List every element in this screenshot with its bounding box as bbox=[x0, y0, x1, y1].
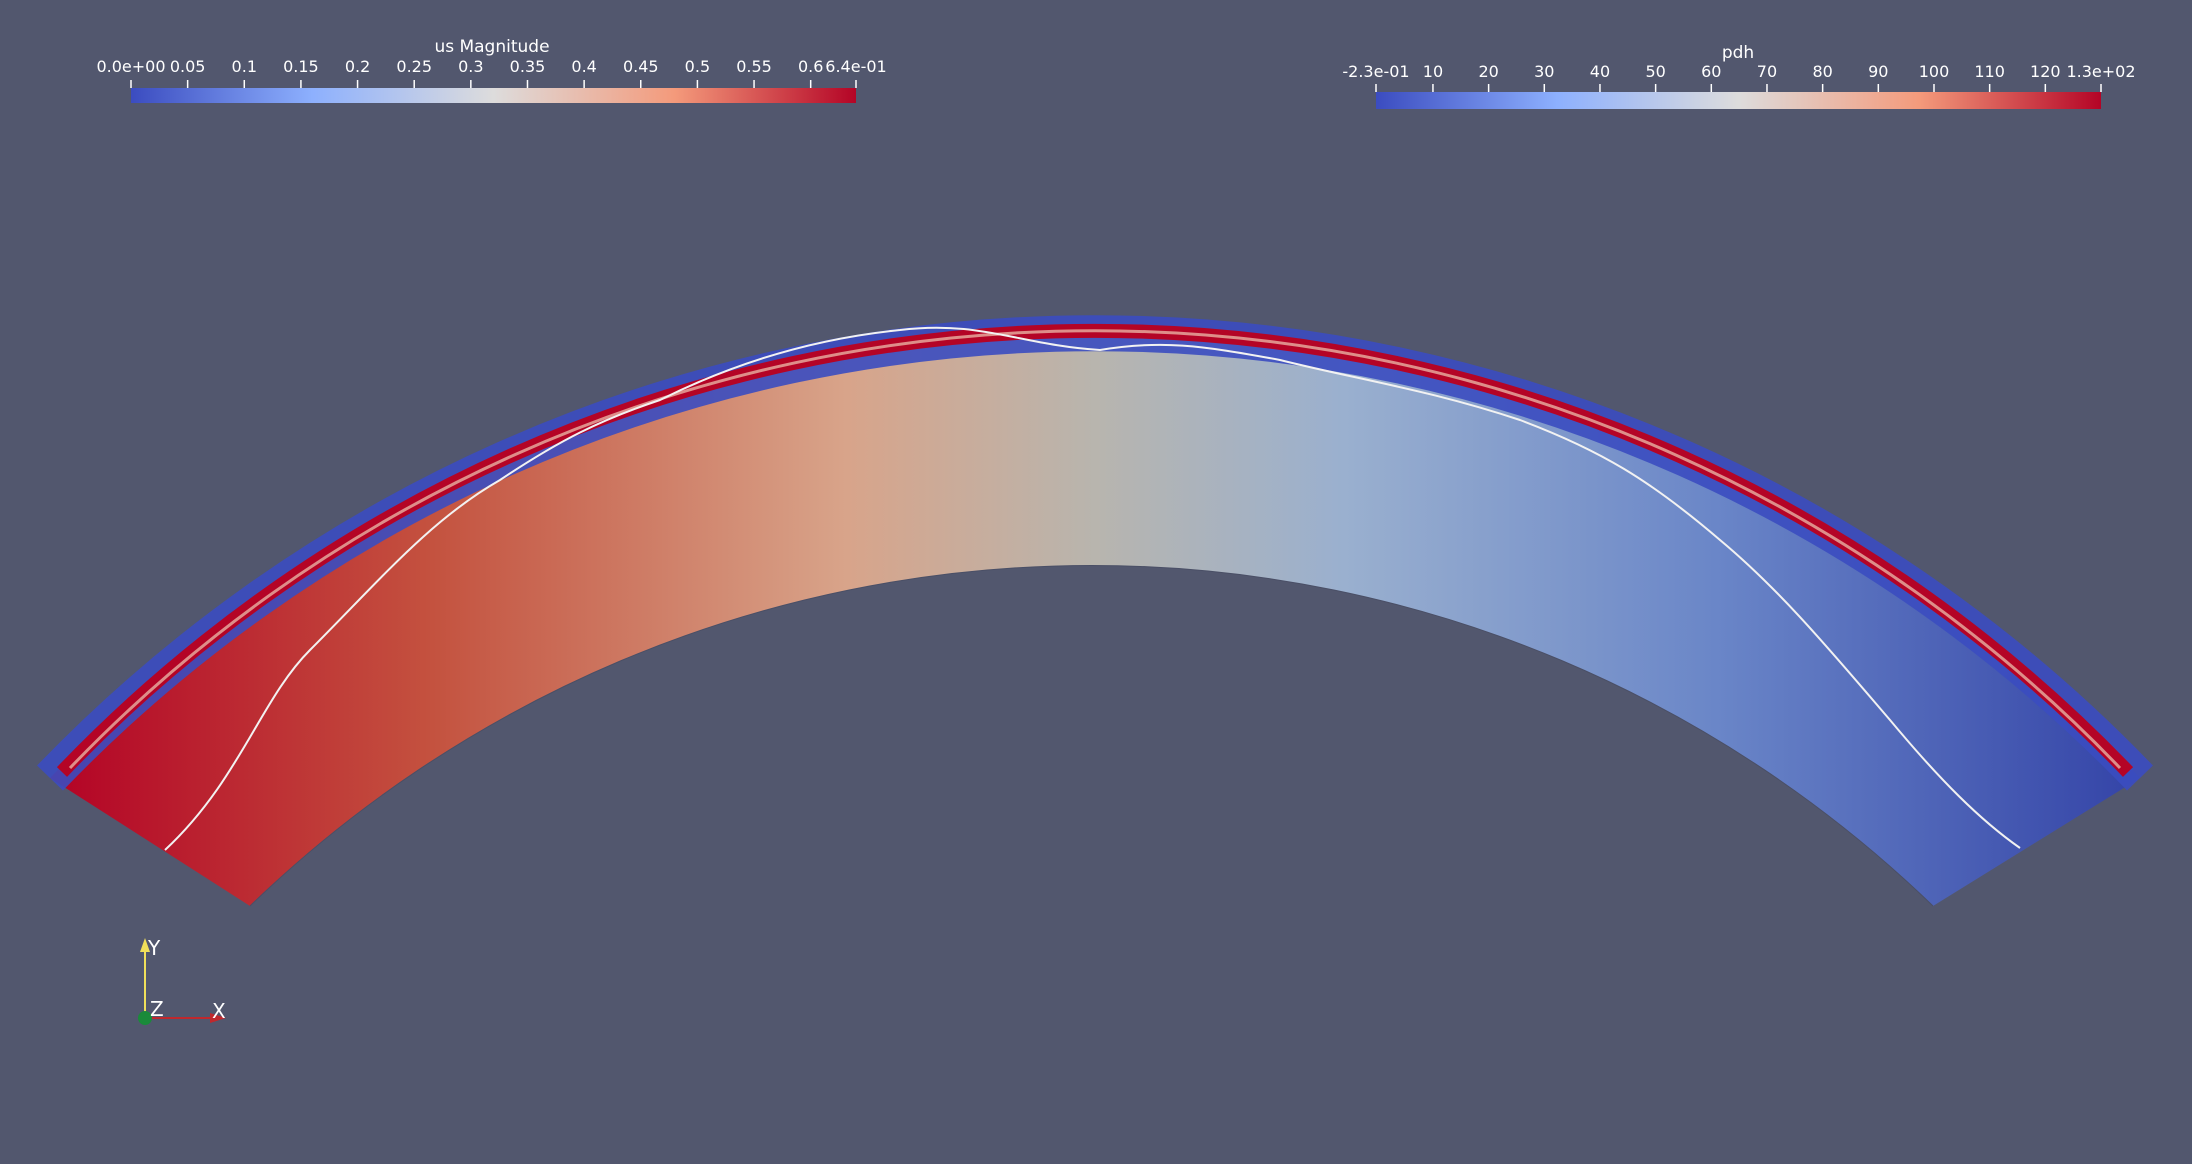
pdh-tick-label: 70 bbox=[1757, 62, 1777, 81]
x-axis-label: X bbox=[212, 999, 226, 1023]
pdh-tick-label: 120 bbox=[2030, 62, 2061, 81]
pdh-tick-label: 30 bbox=[1534, 62, 1554, 81]
us-tick-label: 0.5 bbox=[685, 57, 710, 76]
us-tick-label: 0.55 bbox=[736, 57, 772, 76]
pdh-tick-label: 20 bbox=[1478, 62, 1498, 81]
us-tick-label: 0.1 bbox=[232, 57, 257, 76]
y-axis-label: Y bbox=[147, 936, 161, 960]
pdh-tick-label: 80 bbox=[1812, 62, 1832, 81]
colorbar-pdh[interactable]: pdh -2.3e-01 10 20 30 40 50 60 70 80 90 100 110 120 1… bbox=[1342, 43, 2136, 109]
us-tick-label: 0.2 bbox=[345, 57, 370, 76]
annulus-sector bbox=[50, 333, 2140, 906]
pdh-tick-label: 100 bbox=[1919, 62, 1950, 81]
pdh-tick-label: -2.3e-01 bbox=[1342, 62, 1409, 81]
z-axis-label: Z bbox=[150, 997, 164, 1021]
colorbar-us-magnitude[interactable]: us Magnitude 0.0e+00 0.05 0.1 0.15 0.2 0.25 0.… bbox=[96, 37, 887, 103]
boundary-band-light bbox=[68, 329, 2122, 770]
annulus-field bbox=[50, 333, 2140, 907]
pdh-tick-label: 50 bbox=[1645, 62, 1665, 81]
us-tick-label: 0.45 bbox=[623, 57, 659, 76]
colorbar-pdh-title: pdh bbox=[1722, 43, 1754, 63]
y-axis-arrow bbox=[140, 938, 150, 952]
annulus-inner-edge bbox=[249, 565, 1934, 907]
colorbar-pdh-bar bbox=[1376, 92, 2101, 109]
colorbar-us-ticks: 0.0e+00 0.05 0.1 0.15 0.2 0.25 0.3 0.35 0.4 0.45 0… bbox=[96, 57, 887, 88]
us-tick-label: 0.15 bbox=[283, 57, 319, 76]
us-tick-label: 0.4 bbox=[571, 57, 596, 76]
colorbar-us-title: us Magnitude bbox=[434, 37, 549, 57]
us-tick-label: 0.35 bbox=[510, 57, 546, 76]
pdh-tick-label: 110 bbox=[1974, 62, 2005, 81]
boundary-layer bbox=[37, 315, 2153, 791]
us-tick-label: 0.25 bbox=[396, 57, 432, 76]
z-axis-dot bbox=[138, 1011, 152, 1025]
pdh-tick-label: 60 bbox=[1701, 62, 1721, 81]
pdh-tick-label: 10 bbox=[1423, 62, 1443, 81]
us-tick-label: 0.6 bbox=[798, 57, 823, 76]
axes-triad: Y X Z bbox=[138, 936, 226, 1025]
x-axis-arrow bbox=[210, 1013, 226, 1023]
contour-line bbox=[164, 326, 2021, 851]
colorbar-us-bar bbox=[131, 88, 856, 103]
pdh-tick-label: 90 bbox=[1868, 62, 1888, 81]
us-tick-label: 0.3 bbox=[458, 57, 483, 76]
us-tick-label: 6.4e-01 bbox=[825, 57, 886, 76]
pdh-tick-label: 40 bbox=[1590, 62, 1610, 81]
pdh-tick-label: 1.3e+02 bbox=[2066, 62, 2135, 81]
us-tick-label: 0.0e+00 bbox=[96, 57, 165, 76]
us-tick-label: 0.05 bbox=[170, 57, 206, 76]
colorbar-pdh-ticks: -2.3e-01 10 20 30 40 50 60 70 80 90 100 110 120 1.3e+… bbox=[1342, 62, 2136, 92]
